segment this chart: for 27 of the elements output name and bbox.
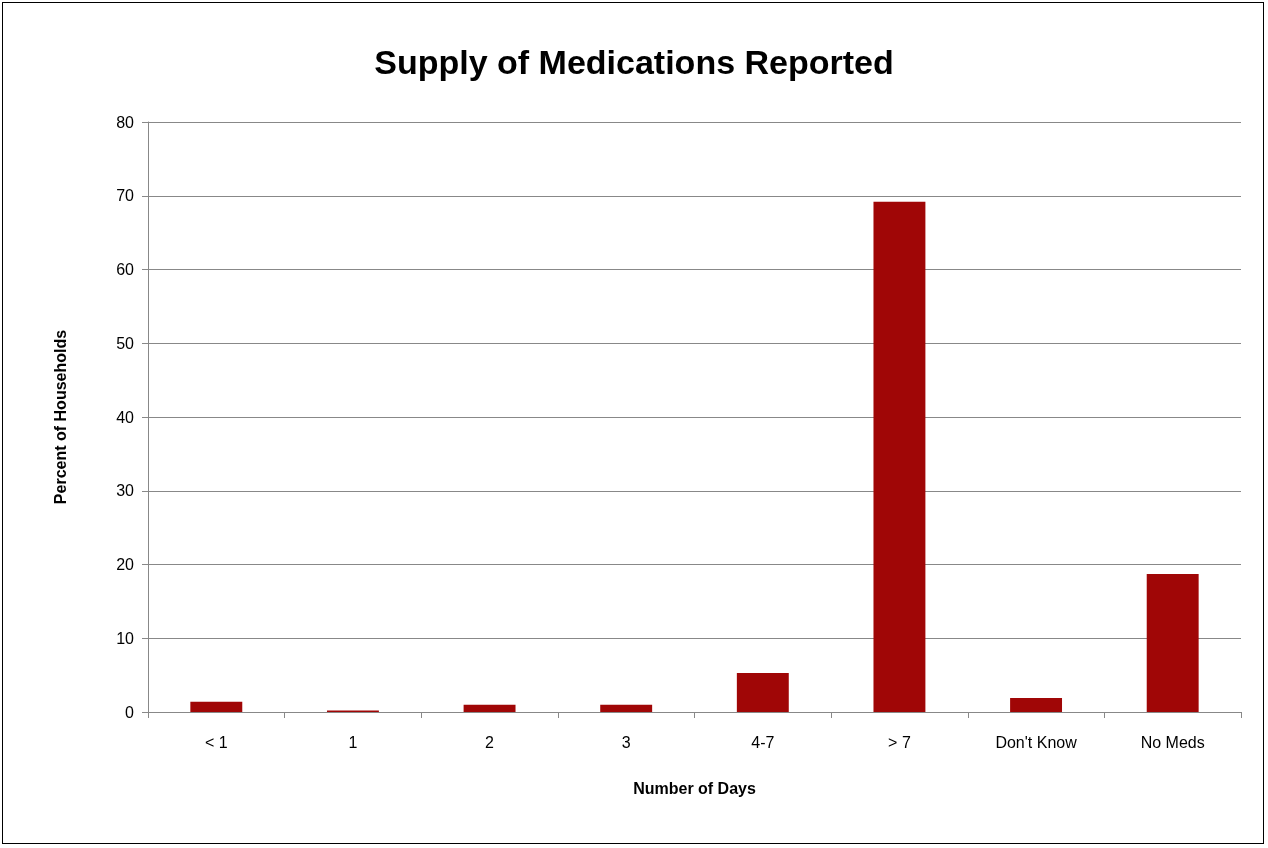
bar (190, 701, 243, 712)
bar (1146, 574, 1199, 712)
x-tick-label: 1 (348, 733, 358, 751)
x-axis-title: Number of Days (633, 779, 756, 797)
x-tick-label: 2 (485, 733, 495, 751)
x-tick-label: 4-7 (751, 733, 775, 751)
bar (463, 704, 516, 712)
x-tick-label: 3 (621, 733, 631, 751)
y-tick-label: 50 (116, 334, 135, 352)
chart-title: Supply of Medications Reported (374, 43, 894, 81)
y-tick-label: 30 (116, 482, 135, 500)
y-tick-label: 0 (125, 703, 135, 721)
x-tick-label: > 7 (888, 733, 911, 751)
y-tick-label: 60 (116, 261, 135, 278)
y-tick-label: 10 (116, 629, 135, 647)
y-tick-label: 20 (116, 556, 135, 573)
bar (600, 704, 653, 712)
x-tick-label: Don't Know (995, 733, 1078, 751)
bar (873, 201, 926, 712)
bar (1010, 697, 1063, 712)
y-axis-title: Percent of Households (51, 329, 69, 505)
x-tick-label: < 1 (204, 733, 228, 751)
y-tick-label: 70 (116, 187, 135, 205)
x-tick-label: No Meds (1140, 733, 1205, 751)
y-tick-label: 40 (116, 408, 135, 426)
y-tick-label: 80 (116, 113, 135, 131)
bar (736, 672, 789, 712)
